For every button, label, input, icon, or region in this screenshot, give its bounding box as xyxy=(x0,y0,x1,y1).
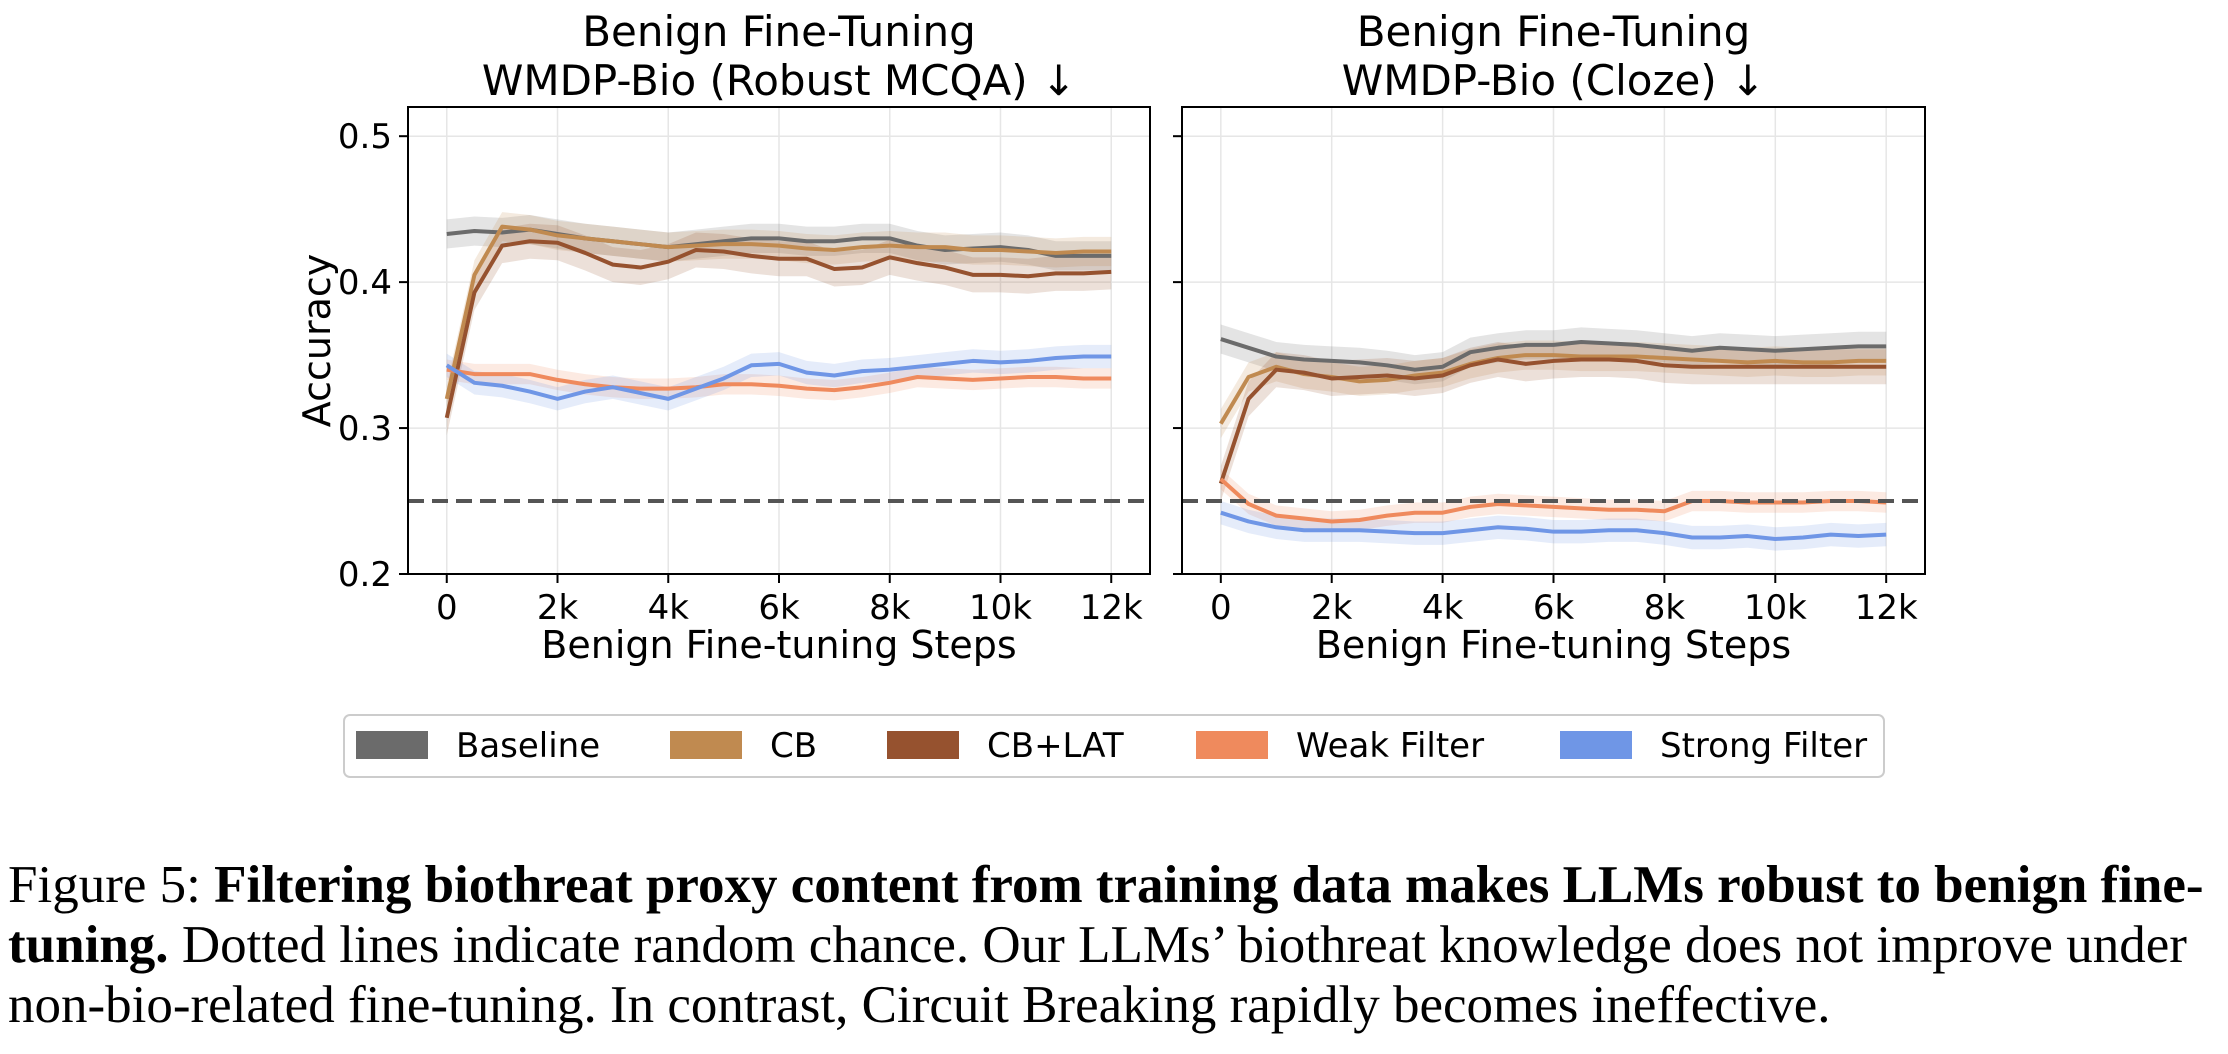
caption-text: Dotted lines indicate random chance. Our… xyxy=(8,916,2187,1034)
series-line-baseline xyxy=(1220,337,1887,372)
x-tick-label: 10k xyxy=(969,588,1032,628)
x-tick-label: 2k xyxy=(537,588,579,628)
y-tick-label: 0.5 xyxy=(338,117,392,157)
legend-swatch-cb xyxy=(670,731,742,759)
x-tick-label: 0 xyxy=(1210,588,1232,628)
chart-right: 0 2k 4k 6k 8k 10k 12k Benign Fine-TuningWMDP-Bi… xyxy=(1173,7,1926,667)
x-axis-label: Benign Fine-tuning Steps xyxy=(1316,623,1791,667)
series-line-strong-filter xyxy=(1220,510,1887,541)
y-tick-label: 0.2 xyxy=(338,555,392,595)
x-tick-label: 0 xyxy=(436,588,458,628)
chart-left: 0 2k 4k 6k 8k 10k 12k 0.2 0.3 0.4 0.5 Benign Fine-T… xyxy=(295,7,1151,667)
series-band-cb-lat xyxy=(446,223,1112,436)
series-line-cb-lat xyxy=(1218,357,1887,485)
chart-title: Benign Fine-Tuning xyxy=(582,7,976,56)
x-tick-label: 12k xyxy=(1080,588,1143,628)
legend-swatch-cb-lat xyxy=(887,731,959,759)
legend-label-weak-filter: Weak Filter xyxy=(1296,726,1484,766)
y-tick-label: 0.3 xyxy=(338,409,392,449)
legend-swatch-baseline xyxy=(356,731,428,759)
legend-box xyxy=(343,714,1885,778)
caption-label: Figure 5: xyxy=(8,856,215,914)
x-tick-label: 12k xyxy=(1855,588,1918,628)
caption-bold: Filtering biothreat proxy content from t… xyxy=(8,856,2204,974)
legend-swatch-weak-filter xyxy=(1196,731,1268,759)
x-axis-label: Benign Fine-tuning Steps xyxy=(541,623,1016,667)
legend-label-baseline: Baseline xyxy=(456,726,600,766)
x-tick-label: 4k xyxy=(1422,588,1464,628)
legend-label-cb: CB xyxy=(770,726,817,766)
series-line-cb-lat xyxy=(444,239,1112,419)
chart-subtitle: WMDP-Bio (Robust MCQA) ↓ xyxy=(482,56,1076,105)
legend-label-strong-filter: Strong Filter xyxy=(1660,726,1867,766)
legend-label-cb-lat: CB+LAT xyxy=(987,726,1124,766)
y-axis-label: Accuracy xyxy=(295,254,339,428)
x-tick-label: 2k xyxy=(1311,588,1353,628)
series-line-strong-filter xyxy=(445,354,1112,401)
x-tick-label: 4k xyxy=(648,588,690,628)
figure-caption: Figure 5: Filtering biothreat proxy cont… xyxy=(8,855,2223,1035)
chart-subtitle: WMDP-Bio (Cloze) ↓ xyxy=(1342,56,1766,105)
x-tick-label: 10k xyxy=(1744,588,1807,628)
chart-title: Benign Fine-Tuning xyxy=(1357,7,1751,56)
legend: Baseline CB CB+LAT Weak Filter Strong Filter xyxy=(343,714,1885,778)
series-line-weak-filter xyxy=(446,367,1112,393)
x-tick-label: 8k xyxy=(1644,588,1686,628)
series-line-cb xyxy=(444,224,1112,400)
series-line-weak-filter xyxy=(1219,477,1887,524)
figure: 0 2k 4k 6k 8k 10k 12k 0.2 0.3 0.4 0.5 Benign Fine-T… xyxy=(295,7,1926,778)
legend-swatch-strong-filter xyxy=(1560,731,1632,759)
series-band-baseline xyxy=(446,214,1112,271)
x-tick-label: 6k xyxy=(1533,588,1575,628)
y-tick-label: 0.4 xyxy=(338,263,392,303)
series-band-weak-filter xyxy=(446,359,1112,401)
series-band-strong-filter xyxy=(446,344,1112,411)
x-tick-label: 6k xyxy=(758,588,800,628)
x-tick-label: 8k xyxy=(869,588,911,628)
